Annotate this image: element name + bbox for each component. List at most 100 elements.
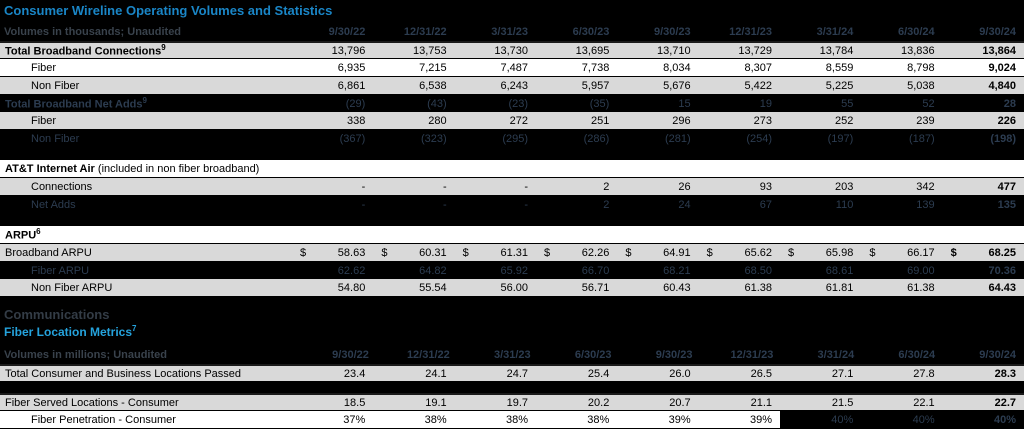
value-cell: 2 (603, 180, 610, 193)
value-cell: 5,957 (581, 79, 610, 92)
row-label: Total Broadband Net Adds9 (0, 96, 292, 111)
value-cell: 38% (587, 413, 610, 426)
value-cell: 8,559 (825, 61, 854, 74)
value-cell: 203 (834, 180, 854, 193)
value-cell: 272 (509, 114, 528, 127)
value: 61.31 (500, 246, 528, 259)
row-label-text: Fiber (31, 61, 57, 74)
value-cell: 7,215 (419, 61, 447, 74)
value-cell: 5,038 (907, 79, 935, 92)
row-label-text: Connections (31, 180, 93, 193)
column-date-header: 6/30/24 (898, 349, 936, 361)
column-date-header: 6/30/23 (574, 349, 612, 361)
value-cell: $68.25 (943, 247, 1024, 259)
value: 68.25 (988, 246, 1016, 259)
value-cell: 64.82 (419, 264, 447, 277)
value-cell: 13,729 (738, 44, 772, 57)
top-table-header-row: Volumes in thousands; Unaudited 9/30/22 1… (0, 19, 1024, 41)
column-date-header: 9/30/23 (653, 26, 691, 38)
value-cell: 28.3 (994, 367, 1016, 380)
row-label: Fiber Served Locations - Consumer (0, 397, 292, 409)
value-cell: 251 (590, 114, 610, 127)
value-cell: 6,243 (500, 79, 528, 92)
dollar-sign: $ (706, 246, 713, 259)
value-cell: 38% (424, 413, 447, 426)
value-cell: $66.17 (861, 247, 942, 259)
table-row: ARPU6 (0, 226, 1024, 244)
value-cell: 21.1 (750, 396, 772, 409)
dollar-sign: $ (869, 246, 876, 259)
value-cell: 252 (834, 114, 854, 127)
value-cell: $61.31 (455, 247, 536, 259)
table-row: Fiber 6,935 7,215 7,487 7,738 8,034 8,307 8,559… (0, 59, 1024, 77)
value-cell: 8,307 (744, 61, 772, 74)
row-label-text: Total Consumer and Business Locations Pa… (5, 367, 242, 380)
top-unit-label: Volumes in thousands; Unaudited (4, 26, 182, 38)
column-date-header: 9/30/22 (328, 26, 366, 38)
table-row: Total Broadband Net Adds9 (29) (43) (23) (35… (0, 95, 1024, 112)
value-cell: 7,738 (581, 61, 610, 74)
value-cell: 68.61 (825, 264, 854, 277)
value-cell: 55.54 (419, 281, 447, 294)
value-cell: (29) (345, 97, 366, 110)
value-cell: 27.1 (831, 367, 854, 380)
section-gap (0, 382, 1024, 393)
value-cell: (197) (827, 132, 854, 145)
dollar-sign: $ (300, 246, 307, 259)
value-cell: (43) (427, 97, 447, 110)
value-cell: (295) (502, 132, 528, 145)
value-cell: 273 (753, 114, 772, 127)
value-cell: 20.2 (587, 396, 610, 409)
value-cell: 13,695 (575, 44, 610, 57)
value: 64.91 (663, 246, 691, 259)
row-label: Total Consumer and Business Locations Pa… (0, 368, 292, 380)
row-label-text: Total Broadband Connections (5, 45, 162, 58)
row-label: Non Fiber ARPU (0, 282, 292, 294)
value-cell: 296 (672, 114, 691, 127)
row-label-text: Fiber ARPU (31, 264, 90, 277)
value-cell: 13,710 (657, 44, 691, 57)
value-cell: 8,798 (907, 61, 935, 74)
column-date-header: 3/31/24 (816, 26, 854, 38)
row-label-text: Fiber Penetration - Consumer (31, 413, 176, 426)
value-cell: 15 (678, 97, 691, 110)
row-label-text: Fiber Served Locations - Consumer (5, 396, 179, 409)
value-cell: 24.1 (425, 367, 447, 380)
table-row: Total Consumer and Business Locations Pa… (0, 364, 1024, 382)
column-date-header: 12/31/22 (403, 26, 447, 38)
value-cell: 13,864 (982, 44, 1016, 57)
fiber-location-metrics-text: Fiber Location Metrics (4, 325, 133, 339)
value-cell: $65.62 (699, 247, 780, 259)
row-label: Total Broadband Connections9 (0, 43, 292, 58)
value-cell: 19.1 (425, 396, 447, 409)
row-label-text: Non Fiber ARPU (31, 281, 113, 294)
row-label-text: AT&T Internet Air (5, 162, 95, 175)
section-gap (0, 147, 1024, 160)
dollar-sign: $ (544, 246, 551, 259)
value-cell: (198) (990, 132, 1016, 145)
value-cell: 6,935 (337, 61, 366, 74)
table-row: Broadband ARPU $58.63 $60.31 $61.31 $62.26 $6… (0, 244, 1024, 262)
value-cell: 18.5 (343, 396, 366, 409)
row-label: Fiber ARPU (0, 265, 292, 277)
row-label-text: Net Adds (31, 198, 76, 211)
value-cell: 62.62 (337, 264, 366, 277)
table-row: Non Fiber (367) (323) (295) (286) (281) (254) (… (0, 130, 1024, 147)
value-cell: 52 (922, 97, 935, 110)
value-cell: 37% (343, 413, 366, 426)
value-cell: 6,538 (419, 79, 447, 92)
table-row: Non Fiber ARPU 54.80 55.54 56.00 56.71 60.43 6… (0, 279, 1024, 297)
value-cell: 55 (841, 97, 854, 110)
value-cell: 60.43 (663, 281, 691, 294)
value: 65.98 (825, 246, 854, 259)
value: 65.62 (744, 246, 772, 259)
value-cell: (187) (908, 132, 935, 145)
footnote-sup: 7 (132, 324, 137, 333)
table-row: Non Fiber 6,861 6,538 6,243 5,957 5,676 5,422 5… (0, 77, 1024, 95)
table-row: Fiber Served Locations - Consumer 18.5 19.… (0, 393, 1024, 411)
column-date-header: 12/31/23 (729, 26, 772, 38)
value-cell: 24.7 (506, 367, 528, 380)
value-cell: 68.21 (663, 264, 691, 277)
value-cell: 27.8 (913, 367, 935, 380)
